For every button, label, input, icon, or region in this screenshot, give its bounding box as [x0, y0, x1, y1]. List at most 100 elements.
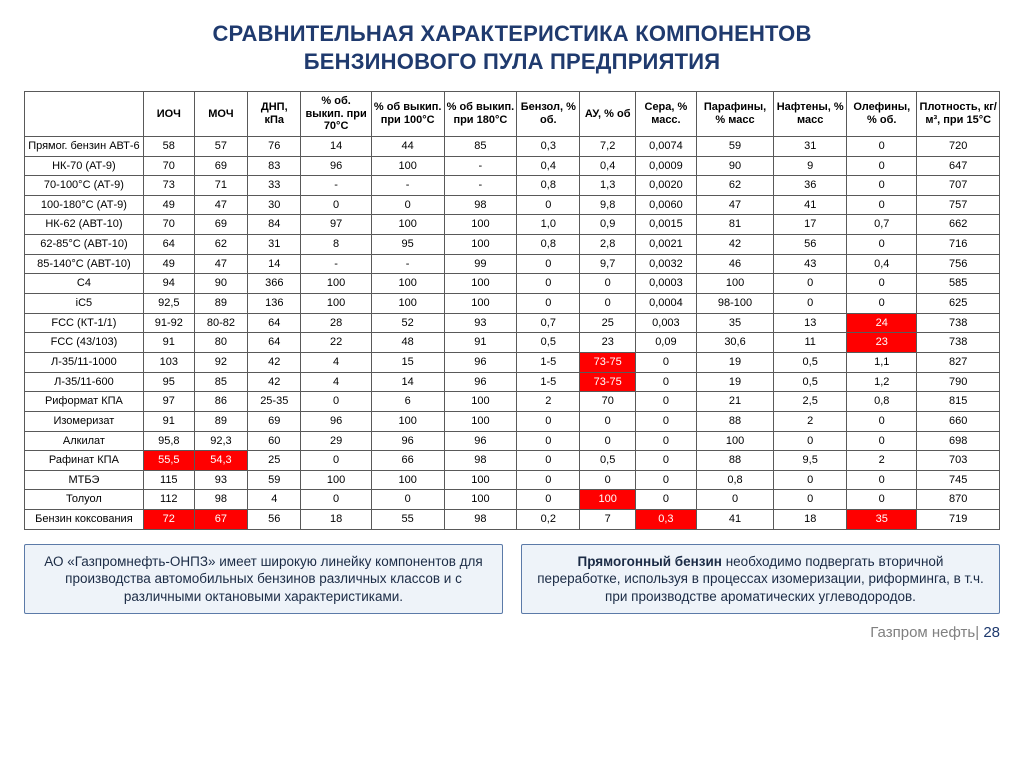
cell: 2 — [847, 451, 917, 471]
cell: 625 — [917, 294, 1000, 314]
cell: 25 — [580, 313, 636, 333]
cell: 93 — [444, 313, 517, 333]
cell: 91 — [444, 333, 517, 353]
cell: 0,8 — [847, 392, 917, 412]
cell: 36 — [774, 176, 847, 196]
cell: 0,4 — [517, 156, 580, 176]
cell: 23 — [580, 333, 636, 353]
cell: 4 — [301, 352, 371, 372]
table-row: 62-85°С (АВТ-10)6462318951000,82,80,0021… — [25, 235, 1000, 255]
cell: 100 — [371, 215, 444, 235]
cell: 18 — [301, 510, 371, 530]
title-line-2: БЕНЗИНОВОГО ПУЛА ПРЕДПРИЯТИЯ — [304, 49, 721, 74]
cell: 870 — [917, 490, 1000, 510]
cell: 0,0015 — [636, 215, 697, 235]
cell: 100 — [371, 294, 444, 314]
cell: 35 — [696, 313, 774, 333]
cell: 94 — [143, 274, 194, 294]
cell: 100 — [301, 294, 371, 314]
cell: 42 — [248, 372, 301, 392]
cell: 95 — [143, 372, 194, 392]
cell: 0 — [774, 274, 847, 294]
cell: 0 — [301, 451, 371, 471]
cell: 0 — [847, 294, 917, 314]
cell: 93 — [194, 470, 247, 490]
col-header: % об. выкип. при 70°С — [301, 92, 371, 137]
cell: 98 — [444, 451, 517, 471]
cell: 1-5 — [517, 372, 580, 392]
table-row: iС592,589136100100100000,000498-10000625 — [25, 294, 1000, 314]
cell: 67 — [194, 510, 247, 530]
cell: 95,8 — [143, 431, 194, 451]
cell: 4 — [301, 372, 371, 392]
cell: 136 — [248, 294, 301, 314]
cell: 19 — [696, 352, 774, 372]
cell: 0 — [580, 431, 636, 451]
cell: 0 — [847, 274, 917, 294]
col-header: Бензол, % об. — [517, 92, 580, 137]
table-row: Алкилат95,892,36029969600010000698 — [25, 431, 1000, 451]
row-label: Толуол — [25, 490, 144, 510]
cell: 91 — [143, 411, 194, 431]
cell: 7 — [580, 510, 636, 530]
cell: 0,7 — [517, 313, 580, 333]
cell: 0 — [774, 470, 847, 490]
cell: 100 — [696, 274, 774, 294]
cell: 19 — [696, 372, 774, 392]
cell: 0,0032 — [636, 254, 697, 274]
cell: 18 — [774, 510, 847, 530]
note-box-right: Прямогонный бензин необходимо подвергать… — [521, 544, 1000, 615]
cell: 0 — [774, 490, 847, 510]
cell: 49 — [143, 195, 194, 215]
cell: 90 — [696, 156, 774, 176]
cell: 98-100 — [696, 294, 774, 314]
cell: 83 — [248, 156, 301, 176]
cell: 0,3 — [517, 136, 580, 156]
cell: 100 — [371, 156, 444, 176]
cell: 25 — [248, 451, 301, 471]
cell: 44 — [371, 136, 444, 156]
cell: 13 — [774, 313, 847, 333]
cell: 0 — [636, 411, 697, 431]
row-label: Прямог. бензин АВТ-6 — [25, 136, 144, 156]
cell: 80 — [194, 333, 247, 353]
note-bold: Прямогонный бензин — [578, 554, 722, 569]
cell: 69 — [248, 411, 301, 431]
row-label: Рафинат КПА — [25, 451, 144, 471]
cell: 0,0009 — [636, 156, 697, 176]
cell: 100 — [371, 470, 444, 490]
cell: 92 — [194, 352, 247, 372]
cell: 84 — [248, 215, 301, 235]
cell: 9,7 — [580, 254, 636, 274]
cell: - — [301, 176, 371, 196]
cell: 0 — [847, 235, 917, 255]
cell: 56 — [774, 235, 847, 255]
cell: 55,5 — [143, 451, 194, 471]
row-label: Изомеризат — [25, 411, 144, 431]
cell: 98 — [194, 490, 247, 510]
cell: 42 — [248, 352, 301, 372]
cell: 0,3 — [636, 510, 697, 530]
cell: 0 — [636, 372, 697, 392]
cell: 0 — [636, 392, 697, 412]
table-row: МТБЭ11593591001001000000,800745 — [25, 470, 1000, 490]
cell: 716 — [917, 235, 1000, 255]
cell: 29 — [301, 431, 371, 451]
cell: 41 — [696, 510, 774, 530]
cell: 43 — [774, 254, 847, 274]
cell: 0,09 — [636, 333, 697, 353]
cell: 0 — [517, 490, 580, 510]
col-header: Олефины, % об. — [847, 92, 917, 137]
cell: 0 — [301, 195, 371, 215]
cell: 366 — [248, 274, 301, 294]
cell: - — [444, 176, 517, 196]
cell: 88 — [696, 451, 774, 471]
cell: 0,5 — [580, 451, 636, 471]
cell: 24 — [847, 313, 917, 333]
cell: 0 — [636, 431, 697, 451]
cell: 0 — [847, 156, 917, 176]
cell: 97 — [143, 392, 194, 412]
row-label: НК-70 (АТ-9) — [25, 156, 144, 176]
cell: 47 — [194, 254, 247, 274]
cell: 4 — [248, 490, 301, 510]
